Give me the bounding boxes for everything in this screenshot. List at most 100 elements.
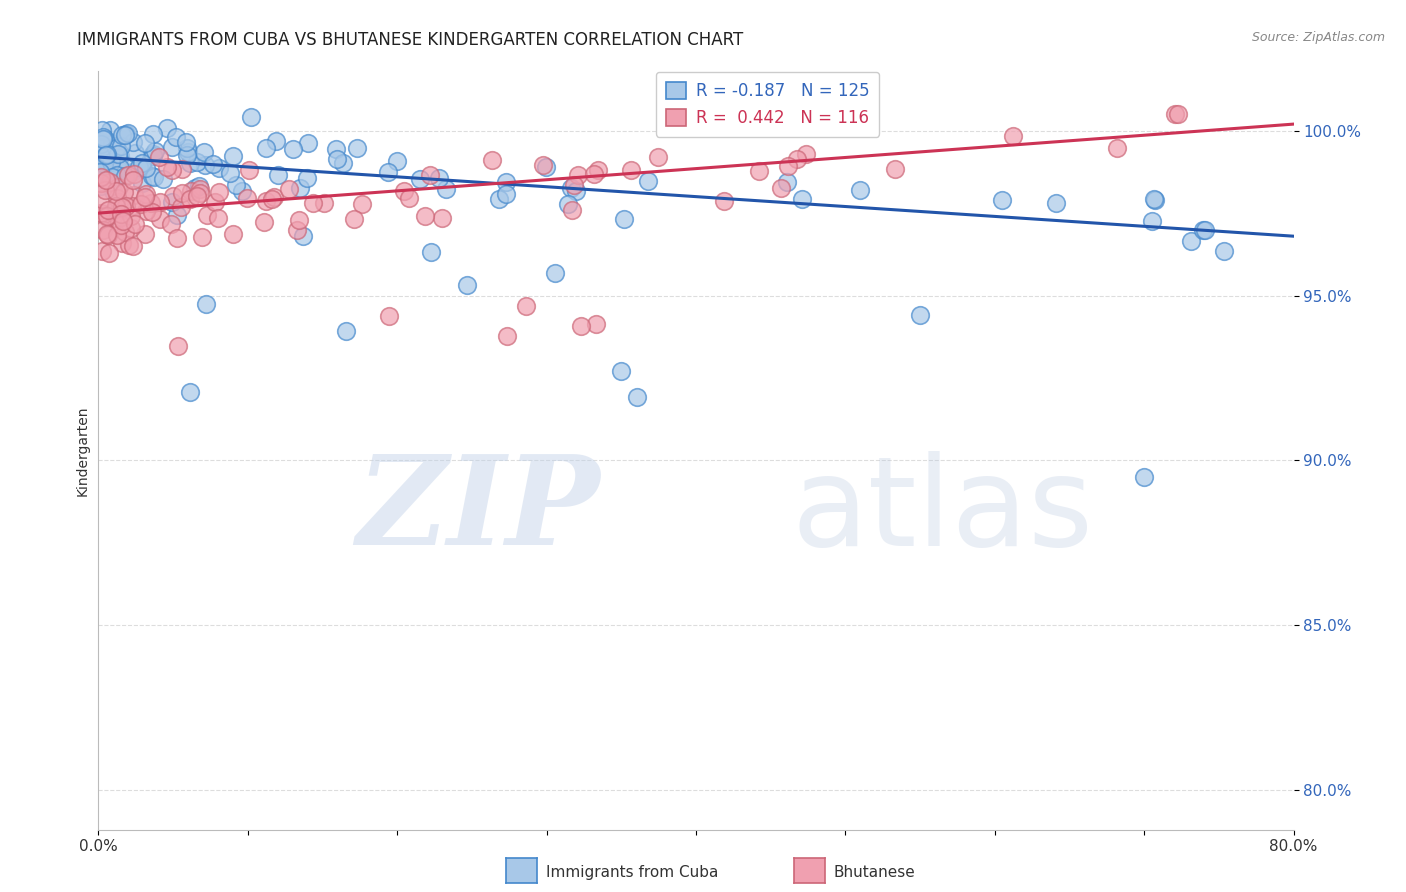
- Point: [582, 167, 605, 181]
- Point: [186, 155, 208, 169]
- Point: [152, 172, 174, 186]
- Point: [128, 160, 150, 174]
- Point: [122, 167, 145, 181]
- Point: [156, 160, 179, 174]
- Point: [114, 160, 136, 174]
- Point: [96, 210, 118, 224]
- Point: [456, 277, 478, 292]
- Point: [515, 299, 537, 313]
- Text: ZIP: ZIP: [357, 450, 600, 572]
- Point: [89, 169, 111, 183]
- Point: [543, 266, 565, 280]
- Point: [108, 215, 131, 229]
- Point: [1164, 107, 1187, 121]
- Point: [194, 157, 217, 171]
- Point: [110, 210, 132, 224]
- Point: [96, 147, 118, 161]
- Point: [560, 180, 582, 194]
- Point: [169, 200, 191, 214]
- Point: [142, 149, 165, 163]
- Point: [142, 127, 165, 141]
- Text: Immigrants from Cuba: Immigrants from Cuba: [546, 865, 718, 880]
- Point: [565, 184, 588, 198]
- Point: [776, 159, 799, 173]
- Point: [176, 147, 198, 161]
- Point: [188, 179, 211, 194]
- Point: [350, 197, 373, 211]
- Point: [254, 194, 277, 208]
- Point: [769, 181, 792, 195]
- Point: [1001, 128, 1024, 143]
- Point: [790, 192, 813, 206]
- Point: [195, 209, 218, 223]
- Point: [91, 132, 114, 146]
- Point: [302, 196, 325, 211]
- Point: [204, 195, 226, 210]
- Point: [409, 172, 432, 186]
- Point: [427, 170, 450, 185]
- Point: [129, 197, 152, 211]
- Point: [111, 200, 134, 214]
- Point: [179, 192, 201, 206]
- Point: [588, 163, 610, 178]
- Point: [90, 178, 112, 193]
- Point: [96, 227, 118, 242]
- Point: [195, 297, 218, 311]
- Point: [1194, 223, 1216, 237]
- Point: [420, 245, 443, 260]
- Point: [263, 190, 285, 204]
- Point: [91, 141, 114, 155]
- Point: [236, 191, 259, 205]
- Point: [172, 162, 194, 177]
- Point: [1045, 195, 1067, 210]
- Point: [94, 183, 117, 197]
- Point: [110, 218, 132, 232]
- Point: [188, 182, 211, 196]
- Point: [114, 225, 136, 239]
- Point: [531, 158, 554, 172]
- Point: [124, 217, 146, 231]
- Point: [114, 169, 136, 183]
- Point: [222, 148, 245, 162]
- Point: [108, 194, 131, 209]
- Point: [343, 212, 366, 227]
- Point: [335, 324, 357, 338]
- Point: [222, 227, 245, 241]
- Point: [796, 146, 818, 161]
- Point: [97, 227, 120, 242]
- Point: [884, 161, 907, 176]
- Point: [98, 246, 121, 260]
- Point: [120, 210, 142, 224]
- Point: [160, 194, 183, 209]
- Point: [105, 141, 128, 155]
- Point: [143, 145, 166, 159]
- Point: [619, 162, 641, 177]
- Point: [91, 222, 114, 236]
- Point: [90, 135, 112, 149]
- Point: [162, 189, 184, 203]
- Point: [165, 130, 187, 145]
- Point: [93, 157, 115, 171]
- Point: [100, 169, 122, 184]
- Point: [135, 161, 157, 175]
- Point: [94, 147, 117, 161]
- Point: [377, 164, 399, 178]
- Point: [176, 135, 198, 149]
- Point: [325, 142, 347, 156]
- Point: [101, 184, 124, 198]
- Point: [108, 161, 131, 176]
- Point: [120, 221, 142, 235]
- Point: [166, 230, 188, 244]
- Point: [108, 162, 131, 177]
- Point: [131, 156, 153, 170]
- Point: [1143, 193, 1166, 207]
- Point: [385, 154, 408, 169]
- Point: [495, 175, 517, 189]
- Point: [91, 244, 114, 259]
- Point: [1191, 223, 1213, 237]
- Point: [179, 156, 201, 170]
- Point: [610, 364, 633, 378]
- Point: [110, 139, 132, 153]
- Point: [100, 155, 122, 169]
- Point: [96, 155, 118, 169]
